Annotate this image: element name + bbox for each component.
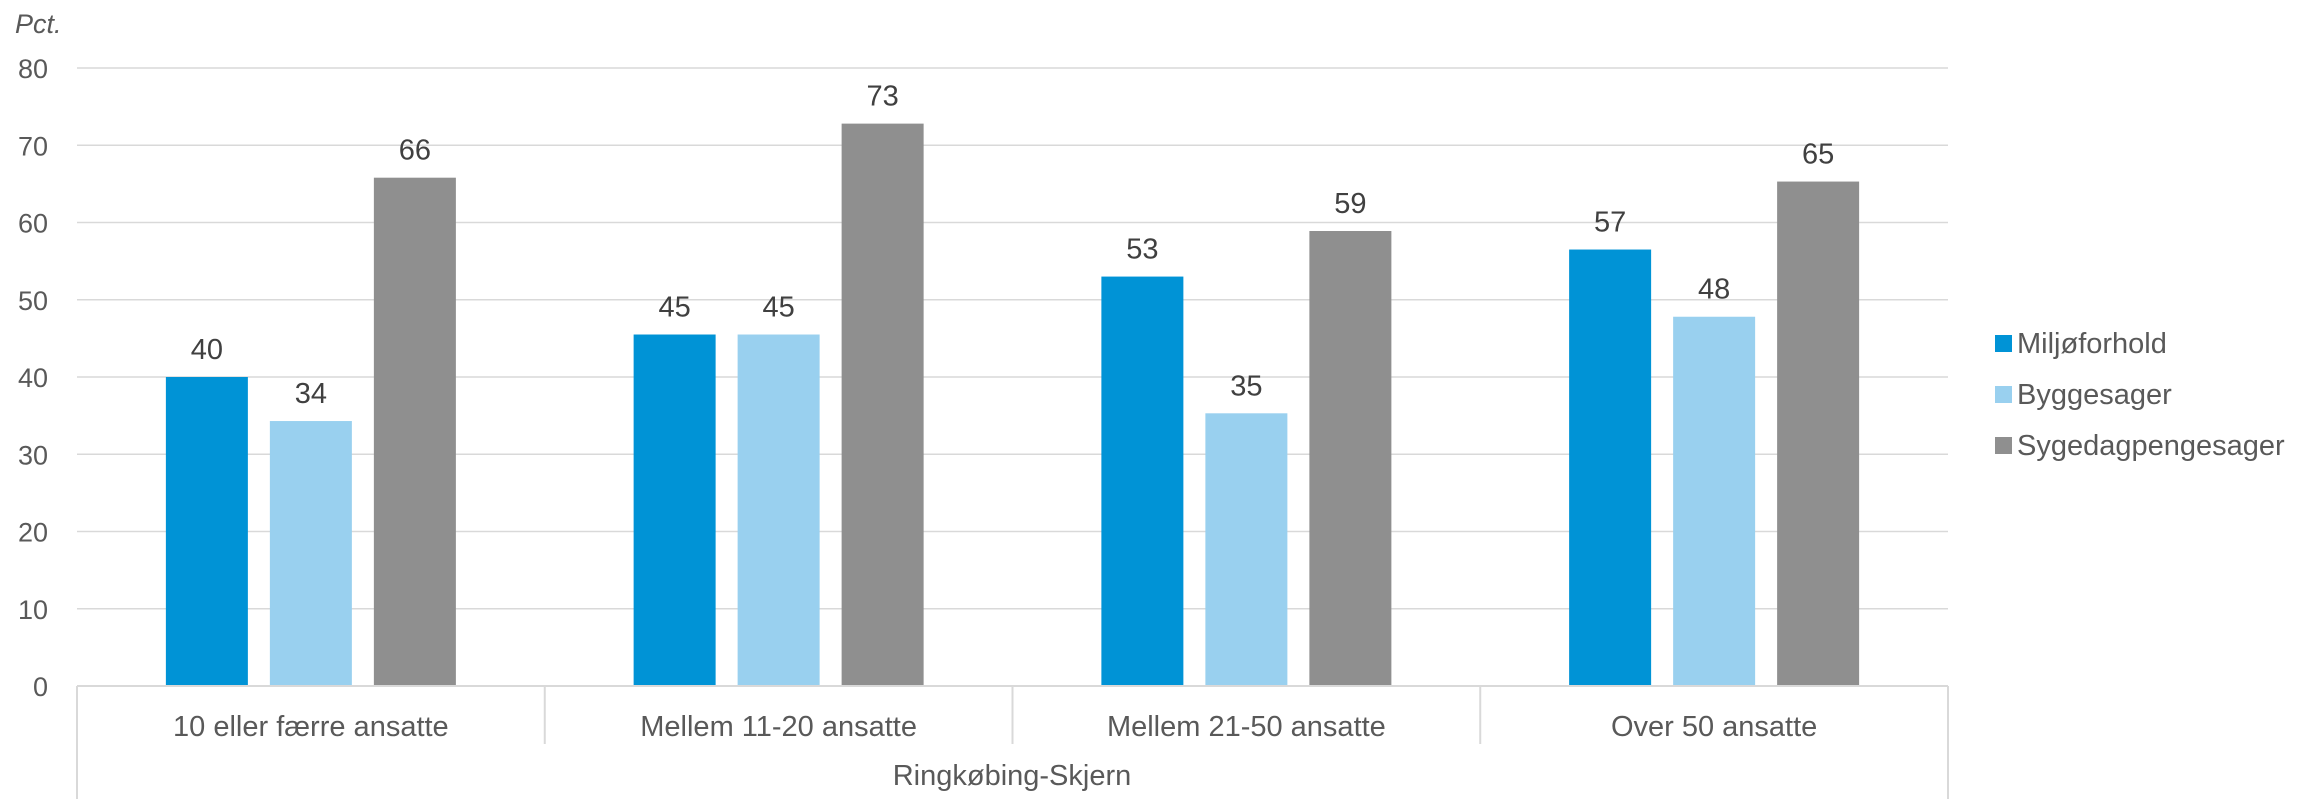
data-label: 53 xyxy=(1126,234,1158,266)
legend-swatch xyxy=(1995,386,2012,403)
bar xyxy=(1101,276,1184,686)
y-tick-label: 60 xyxy=(18,209,48,239)
bar xyxy=(841,123,924,687)
data-label: 57 xyxy=(1594,207,1626,239)
y-tick-label: 0 xyxy=(33,672,48,702)
x-category-label: Mellem 21-50 ansatte xyxy=(1107,711,1386,743)
bar xyxy=(737,334,820,686)
y-axis-ticks: 0 10 20 30 40 50 60 70 80 xyxy=(18,54,48,702)
bar xyxy=(373,177,456,686)
legend-item: Byggesager xyxy=(1995,379,2172,411)
bar xyxy=(1673,316,1756,686)
data-label: 45 xyxy=(762,292,794,324)
data-label: 73 xyxy=(866,81,898,113)
gridlines xyxy=(77,67,1948,610)
legend-item: Miljøforhold xyxy=(1995,328,2167,360)
bar xyxy=(269,421,352,686)
bar xyxy=(633,334,716,686)
data-label: 59 xyxy=(1334,188,1366,220)
bar xyxy=(1777,181,1860,686)
data-label: 48 xyxy=(1698,274,1730,306)
x-category-label: 10 eller færre ansatte xyxy=(173,711,449,743)
y-tick-label: 10 xyxy=(18,595,48,625)
x-category-label: Mellem 11-20 ansatte xyxy=(640,711,917,743)
y-axis-unit-label: Pct. xyxy=(15,9,62,39)
data-label: 66 xyxy=(399,135,431,167)
bar xyxy=(165,377,248,686)
bar xyxy=(1205,413,1288,686)
bar xyxy=(1569,249,1652,686)
x-axis-category-labels: 10 eller færre ansatte Mellem 11-20 ansat… xyxy=(173,711,1817,743)
x-category-label: Over 50 ansatte xyxy=(1611,711,1817,743)
legend-swatch xyxy=(1995,335,2012,352)
y-tick-label: 70 xyxy=(18,131,48,161)
data-label: 65 xyxy=(1802,139,1834,171)
y-tick-label: 30 xyxy=(18,440,48,470)
data-label: 35 xyxy=(1230,370,1262,402)
x-axis-group-label: Ringkøbing-Skjern xyxy=(893,760,1132,792)
legend-label: Miljøforhold xyxy=(2017,328,2167,360)
data-label: 34 xyxy=(295,378,327,410)
bar xyxy=(1309,230,1392,686)
bars xyxy=(165,123,1860,687)
y-tick-label: 40 xyxy=(18,363,48,393)
data-labels: 40 45 53 57 34 45 35 48 66 73 59 65 xyxy=(191,81,1835,410)
data-label: 40 xyxy=(191,334,223,366)
legend-label: Byggesager xyxy=(2017,379,2172,411)
y-tick-label: 20 xyxy=(18,518,48,548)
legend-swatch xyxy=(1995,437,2012,454)
legend: Miljøforhold Byggesager Sygedagpengesager xyxy=(1995,328,2285,462)
legend-item: Sygedagpengesager xyxy=(1995,430,2285,462)
data-label: 45 xyxy=(658,292,690,324)
x-axis xyxy=(76,685,1949,799)
y-tick-label: 50 xyxy=(18,286,48,316)
legend-label: Sygedagpengesager xyxy=(2017,430,2285,462)
y-tick-label: 80 xyxy=(18,54,48,84)
